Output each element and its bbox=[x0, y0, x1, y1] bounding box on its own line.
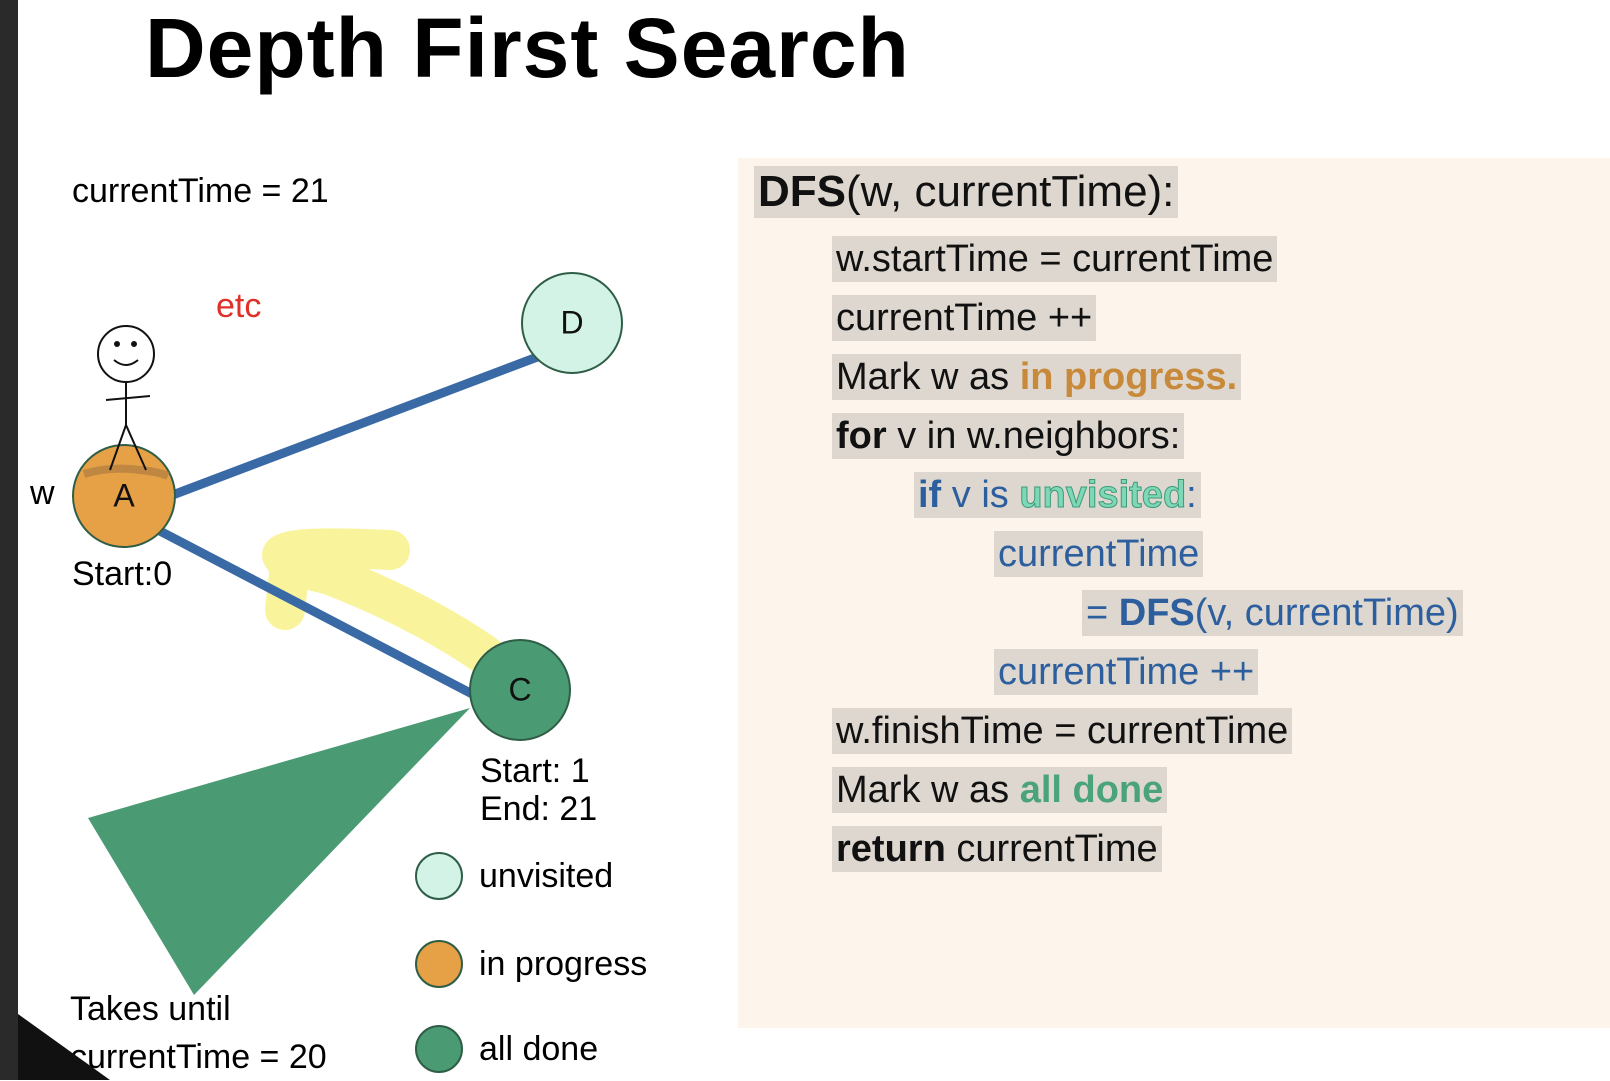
legend-all-done-swatch bbox=[415, 1025, 463, 1073]
dfs-graph-diagram: D C A bbox=[72, 272, 623, 995]
code-line-5: if v is unvisited: bbox=[914, 472, 1201, 518]
subtree-note: Takes until currentTime = 20 bbox=[70, 985, 327, 1081]
code-line-7-args: (v, currentTime) bbox=[1194, 592, 1459, 634]
node-a-label: A bbox=[113, 477, 135, 513]
node-d bbox=[521, 272, 623, 374]
code-line-9: w.finishTime = currentTime bbox=[832, 708, 1293, 754]
code-line-4: for v in w.neighbors: bbox=[832, 413, 1185, 459]
code-line-5-mid: v is bbox=[941, 474, 1020, 516]
code-line-5-end: : bbox=[1186, 474, 1197, 516]
legend-unvisited-label: unvisited bbox=[479, 856, 614, 895]
node-a-scribble bbox=[82, 464, 170, 480]
code-line-11: return currentTime bbox=[832, 826, 1162, 872]
slide-title: Depth First Search bbox=[145, 1, 910, 95]
etc-annotation: etc bbox=[216, 287, 262, 325]
subtree-note-line2: currentTime = 20 bbox=[70, 1038, 327, 1076]
code-return-keyword: return bbox=[836, 828, 946, 870]
node-c-end-time: End: 21 bbox=[480, 790, 598, 828]
code-header: DFS(w, currentTime): bbox=[754, 166, 1179, 218]
edge-a-c bbox=[155, 526, 479, 700]
node-c bbox=[469, 639, 571, 741]
code-line-3-pre: Mark w as bbox=[836, 356, 1020, 398]
code-line-6: currentTime bbox=[994, 531, 1204, 577]
slide-left-border bbox=[0, 0, 18, 1080]
legend-unvisited-swatch bbox=[415, 852, 463, 900]
current-time-label: currentTime = 21 bbox=[72, 172, 329, 210]
code-line-10: Mark w as all done bbox=[832, 767, 1168, 813]
legend-all-done: all done bbox=[415, 1025, 598, 1073]
code-line-4-rest: v in w.neighbors: bbox=[886, 415, 1181, 457]
code-line-8: currentTime ++ bbox=[994, 649, 1259, 695]
stick-figure-icon bbox=[97, 325, 155, 471]
code-line-11-rest: currentTime bbox=[945, 828, 1158, 870]
backtrack-highlight-arrow bbox=[262, 528, 505, 675]
w-node-label: w bbox=[30, 474, 55, 512]
code-line-2: currentTime ++ bbox=[832, 295, 1097, 341]
code-line-7-fn: DFS bbox=[1118, 592, 1195, 634]
legend-unvisited: unvisited bbox=[415, 852, 613, 900]
code-line-1: w.startTime = currentTime bbox=[832, 236, 1278, 282]
node-a-start-time: Start:0 bbox=[72, 555, 173, 593]
subtree-triangle bbox=[88, 708, 470, 995]
node-c-start-time: Start: 1 bbox=[480, 752, 590, 790]
edge-a-d bbox=[168, 351, 542, 501]
code-fn-name: DFS bbox=[758, 167, 846, 216]
legend-in-progress: in progress bbox=[415, 940, 647, 988]
code-if-keyword: if bbox=[918, 474, 942, 516]
code-line-5-status: unvisited bbox=[1019, 474, 1187, 517]
node-c-times: Start: 1 End: 21 bbox=[480, 752, 597, 828]
code-fn-args: (w, currentTime): bbox=[846, 167, 1175, 216]
legend-in-progress-swatch bbox=[415, 940, 463, 988]
code-line-10-pre: Mark w as bbox=[836, 769, 1020, 811]
pseudocode-panel: DFS(w, currentTime): w.startTime = curre… bbox=[738, 158, 1610, 1028]
legend-all-done-label: all done bbox=[479, 1029, 599, 1068]
node-c-label: C bbox=[508, 671, 531, 707]
slide-corner-decoration bbox=[18, 1014, 110, 1080]
code-line-3-status: in progress. bbox=[1019, 356, 1238, 398]
node-d-label: D bbox=[560, 304, 583, 340]
code-for-keyword: for bbox=[836, 415, 887, 457]
code-line-7: = DFS(v, currentTime) bbox=[1082, 590, 1463, 636]
code-line-7-pre: = bbox=[1086, 592, 1119, 634]
code-line-10-status: all done bbox=[1019, 769, 1164, 811]
code-line-3: Mark w as in progress. bbox=[832, 354, 1242, 400]
legend-in-progress-label: in progress bbox=[479, 944, 648, 983]
